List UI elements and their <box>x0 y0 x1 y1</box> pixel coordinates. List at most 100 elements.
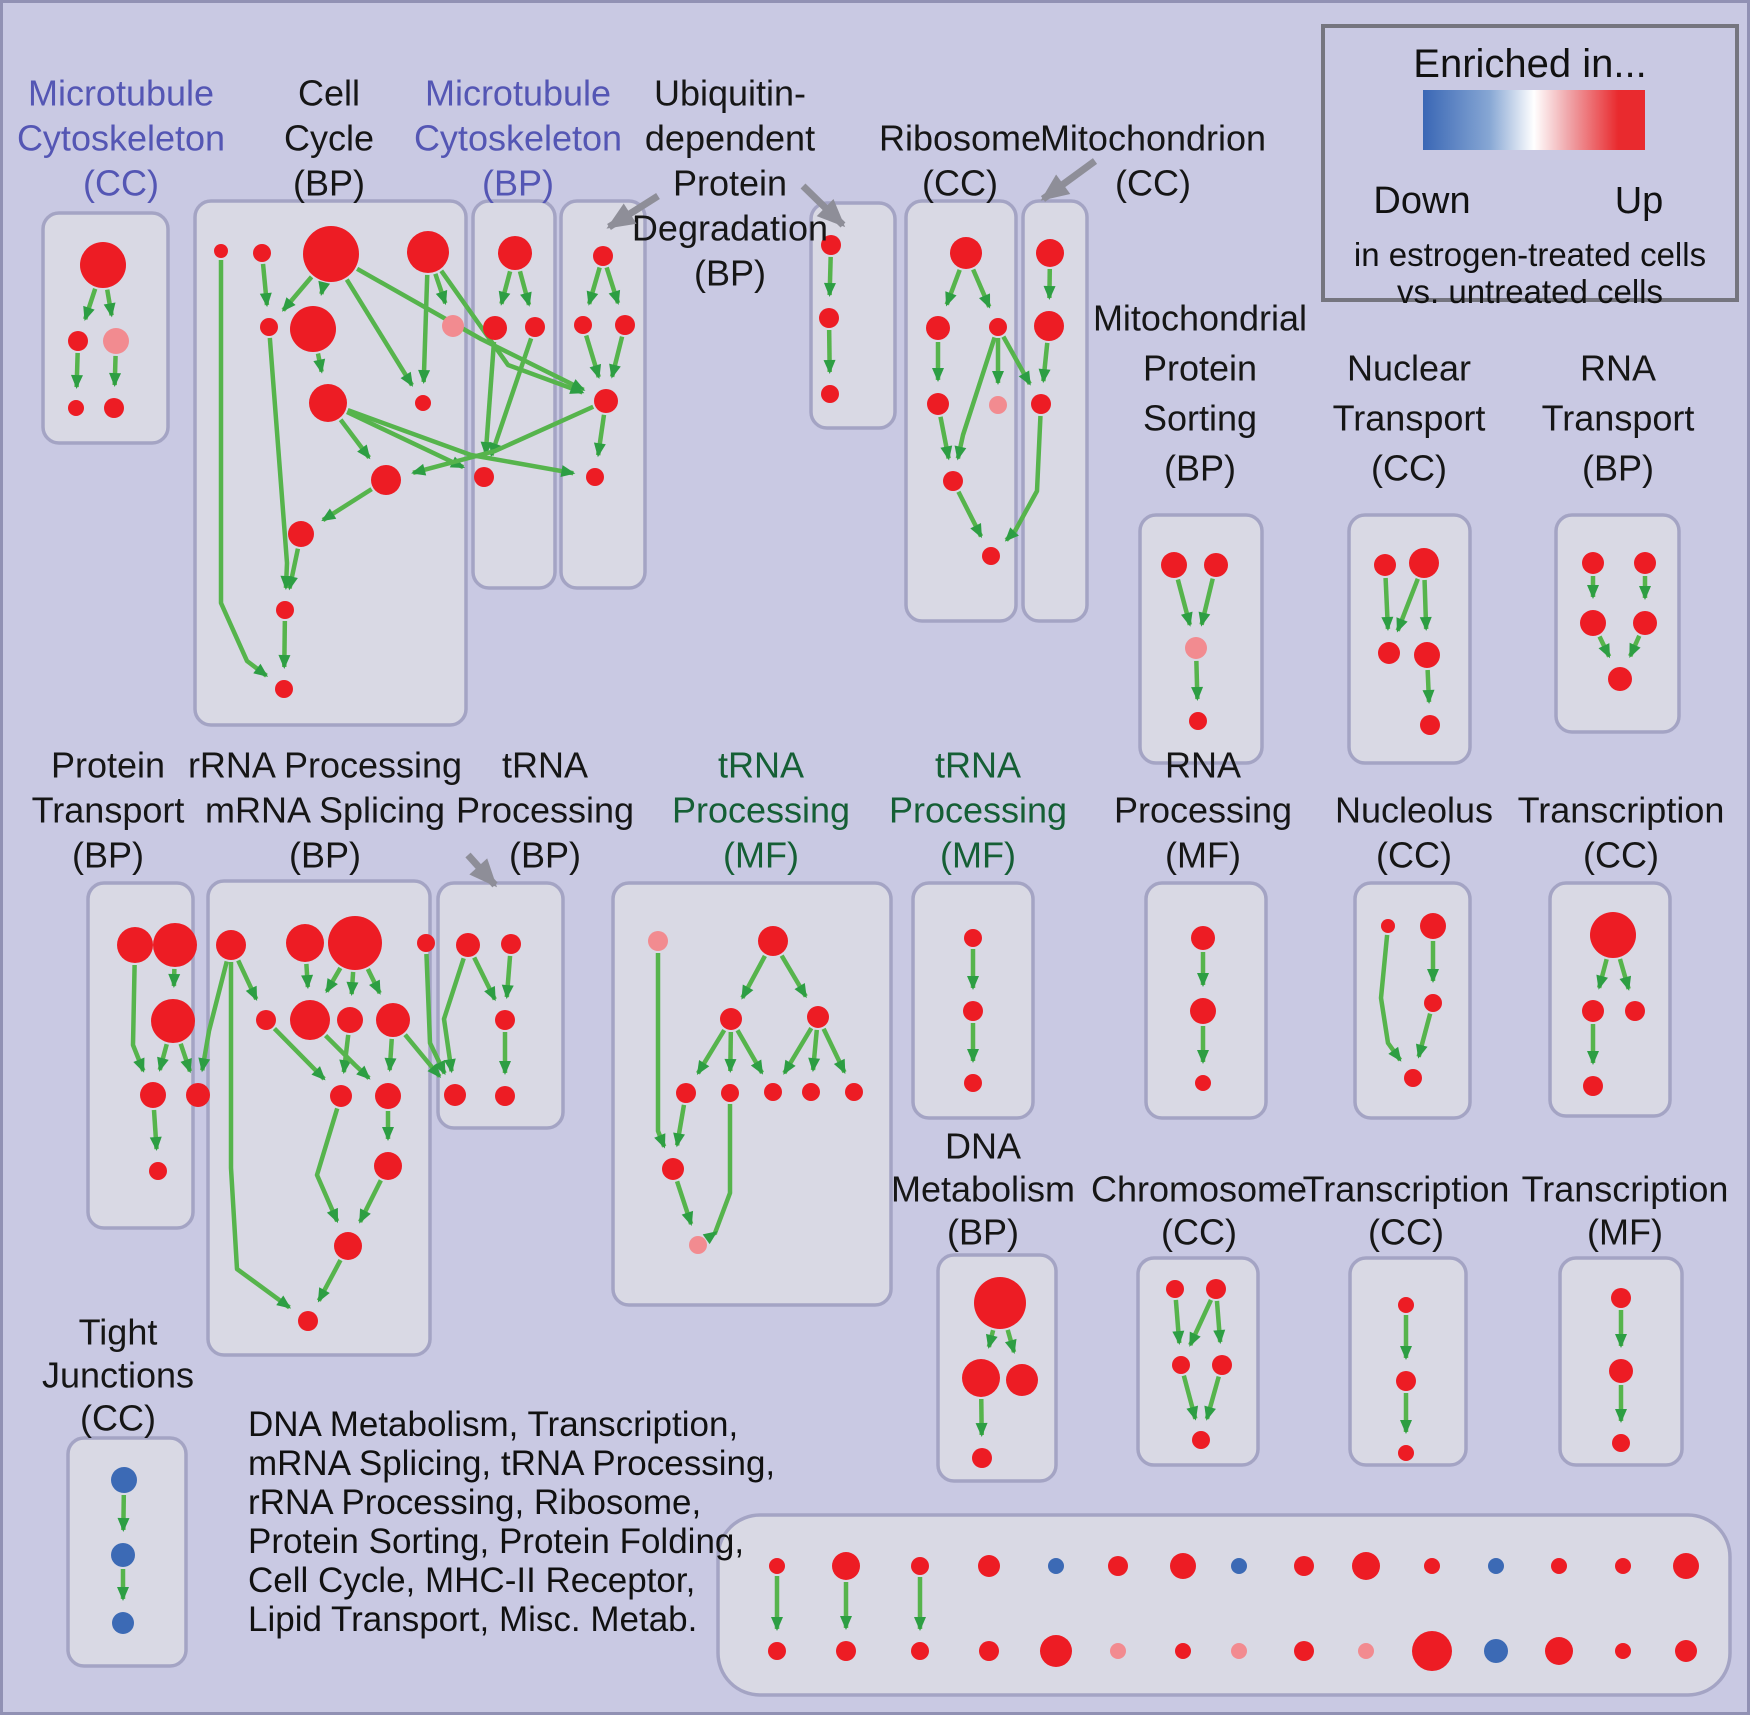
node-ribosome-2 <box>989 318 1007 336</box>
node-trna_mf1-5 <box>721 1084 739 1102</box>
edge-prot_trans-2-4 <box>178 1043 193 1074</box>
node-cell_cycle-4 <box>260 318 278 336</box>
node-ribosome-4 <box>989 396 1007 414</box>
edge-ribosome-5-6 <box>956 490 984 539</box>
node-mt_bp-3 <box>474 467 494 487</box>
group-box-mito <box>1021 199 1089 623</box>
node-misc-27 <box>1545 1637 1573 1665</box>
node-trna_mf1-0 <box>648 931 668 951</box>
group-label-transcr_cc_mid-line1: (CC) <box>1583 835 1659 876</box>
edge-cross-rrna.3-trna_bp.3 <box>424 953 447 1076</box>
node-cell_cycle-7 <box>309 384 347 422</box>
edge-dna_metab-0-1 <box>985 1329 998 1349</box>
edge-cell_cycle-7-9 <box>338 418 371 460</box>
legend-up-label: Up <box>1614 180 1664 222</box>
edge-mt_bp-0-2 <box>517 270 532 307</box>
node-misc-17 <box>911 1642 929 1660</box>
node-misc-13 <box>1615 1558 1631 1574</box>
note-line: Cell Cycle, MHC-II Receptor, <box>248 1561 696 1600</box>
edge-chromosome-1-2 <box>1188 1298 1214 1347</box>
node-cell_cycle-6 <box>442 315 464 337</box>
edge-cell_cycle-2-8 <box>344 278 414 387</box>
group-label-mito-line0: Mitochondrion <box>1040 118 1266 159</box>
group-box-rrna <box>206 879 432 1357</box>
node-trna_mf1-7 <box>802 1083 820 1101</box>
edge-ub1-0-1 <box>586 266 602 306</box>
group-label-ribosome-line1: (CC) <box>922 163 998 204</box>
node-misc-19 <box>1040 1635 1072 1667</box>
node-dna_metab-1 <box>962 1359 1000 1397</box>
edge-mt_cc-0-1 <box>83 288 98 322</box>
edge-trna_mf1-2-4 <box>696 1028 727 1076</box>
node-mt_bp-1 <box>483 316 507 340</box>
edge-rrna-8-11 <box>314 1107 340 1224</box>
node-mt_cc-2 <box>103 328 129 354</box>
edge-trna_mf1-9-10 <box>674 1180 694 1227</box>
node-mt_cc-3 <box>68 400 84 416</box>
group-label-ubiquitin-line4: (BP) <box>694 253 766 294</box>
group-label-ribosome-line0: Ribosome <box>879 118 1041 159</box>
node-misc-8 <box>1294 1556 1314 1576</box>
layer-nodes <box>68 226 1699 1671</box>
group-label-trna_mf1-line0: tRNA <box>718 745 804 786</box>
group-label-cell_cycle-line0: Cell <box>298 73 360 114</box>
node-misc-3 <box>978 1555 1000 1577</box>
node-rna_proc-1 <box>1190 998 1216 1024</box>
node-ub1-3 <box>594 389 618 413</box>
edge-trna_mf1-4-9 <box>673 1104 687 1148</box>
node-transcr_cc_bot-1 <box>1396 1371 1416 1391</box>
group-label-mito_sort-line2: Sorting <box>1143 398 1257 439</box>
node-rrna-2 <box>328 916 382 970</box>
group-label-rna_trans-line2: (BP) <box>1582 448 1654 489</box>
group-label-prot_trans-line0: Protein <box>51 745 165 786</box>
group-label-transcr_cc_bot-line0: Transcription <box>1303 1169 1510 1210</box>
edge-chromosome-3-4 <box>1204 1375 1221 1421</box>
group-label-rna_trans-line1: Transport <box>1542 398 1695 439</box>
group-label-ubiquitin-line1: dependent <box>645 118 815 159</box>
node-cell_cycle-9 <box>371 465 401 495</box>
edge-ribosome-3-5 <box>938 416 953 461</box>
edge-mt_cc-0-2 <box>103 289 116 318</box>
node-transcr_mf-1 <box>1609 1359 1633 1383</box>
node-chromosome-4 <box>1192 1431 1210 1449</box>
group-box-chromosome <box>1136 1256 1260 1467</box>
layer-labels: MicrotubuleCytoskeleton(CC)CellCycle(BP)… <box>17 73 1728 1439</box>
group-label-mt_bp-line2: (BP) <box>482 163 554 204</box>
node-misc-2 <box>911 1557 929 1575</box>
node-misc-9 <box>1352 1552 1380 1580</box>
node-prot_trans-5 <box>149 1162 167 1180</box>
group-label-trna_bp-line0: tRNA <box>502 745 588 786</box>
node-misc-21 <box>1175 1643 1191 1659</box>
node-ribosome-5 <box>943 471 963 491</box>
group-label-ubiquitin-line2: Protein <box>673 163 787 204</box>
node-cell_cycle-1 <box>253 244 271 262</box>
node-misc-23 <box>1294 1641 1314 1661</box>
edge-ribosome-0-1 <box>944 269 962 307</box>
edge-ribosome-2-5 <box>954 336 997 461</box>
layer-edges <box>70 256 1651 1631</box>
node-misc-29 <box>1675 1640 1697 1662</box>
group-label-transcr_cc_mid-line0: Transcription <box>1518 790 1725 831</box>
node-tight_junc-1 <box>111 1543 135 1567</box>
node-rna_trans-4 <box>1608 667 1632 691</box>
group-label-dna_metab-line2: (BP) <box>947 1212 1019 1253</box>
node-transcr_cc_mid-2 <box>1625 1001 1645 1021</box>
node-trna_mf1-9 <box>662 1158 684 1180</box>
group-label-tight_junc-line0: Tight <box>79 1312 158 1353</box>
node-misc-0 <box>769 1558 785 1574</box>
edge-cell_cycle-5-7 <box>313 353 326 374</box>
node-nuc_trans-2 <box>1378 642 1400 664</box>
edge-trna_mf1-2-5 <box>724 1031 737 1074</box>
node-trna_bp-3 <box>444 1084 466 1106</box>
group-label-nucleolus-line1: (CC) <box>1376 835 1452 876</box>
group-label-chromosome-line0: Chromosome <box>1091 1169 1307 1210</box>
edge-cell_cycle-0-12 <box>218 260 269 678</box>
node-misc-26 <box>1484 1639 1508 1663</box>
group-label-mito-line1: (CC) <box>1115 163 1191 204</box>
group-label-nuc_trans-line2: (CC) <box>1371 448 1447 489</box>
edge-cell_cycle-4-11 <box>267 337 293 591</box>
node-misc-15 <box>768 1642 786 1660</box>
edge-nucleolus-2-3 <box>1415 1013 1433 1059</box>
node-cell_cycle-0 <box>214 244 228 258</box>
